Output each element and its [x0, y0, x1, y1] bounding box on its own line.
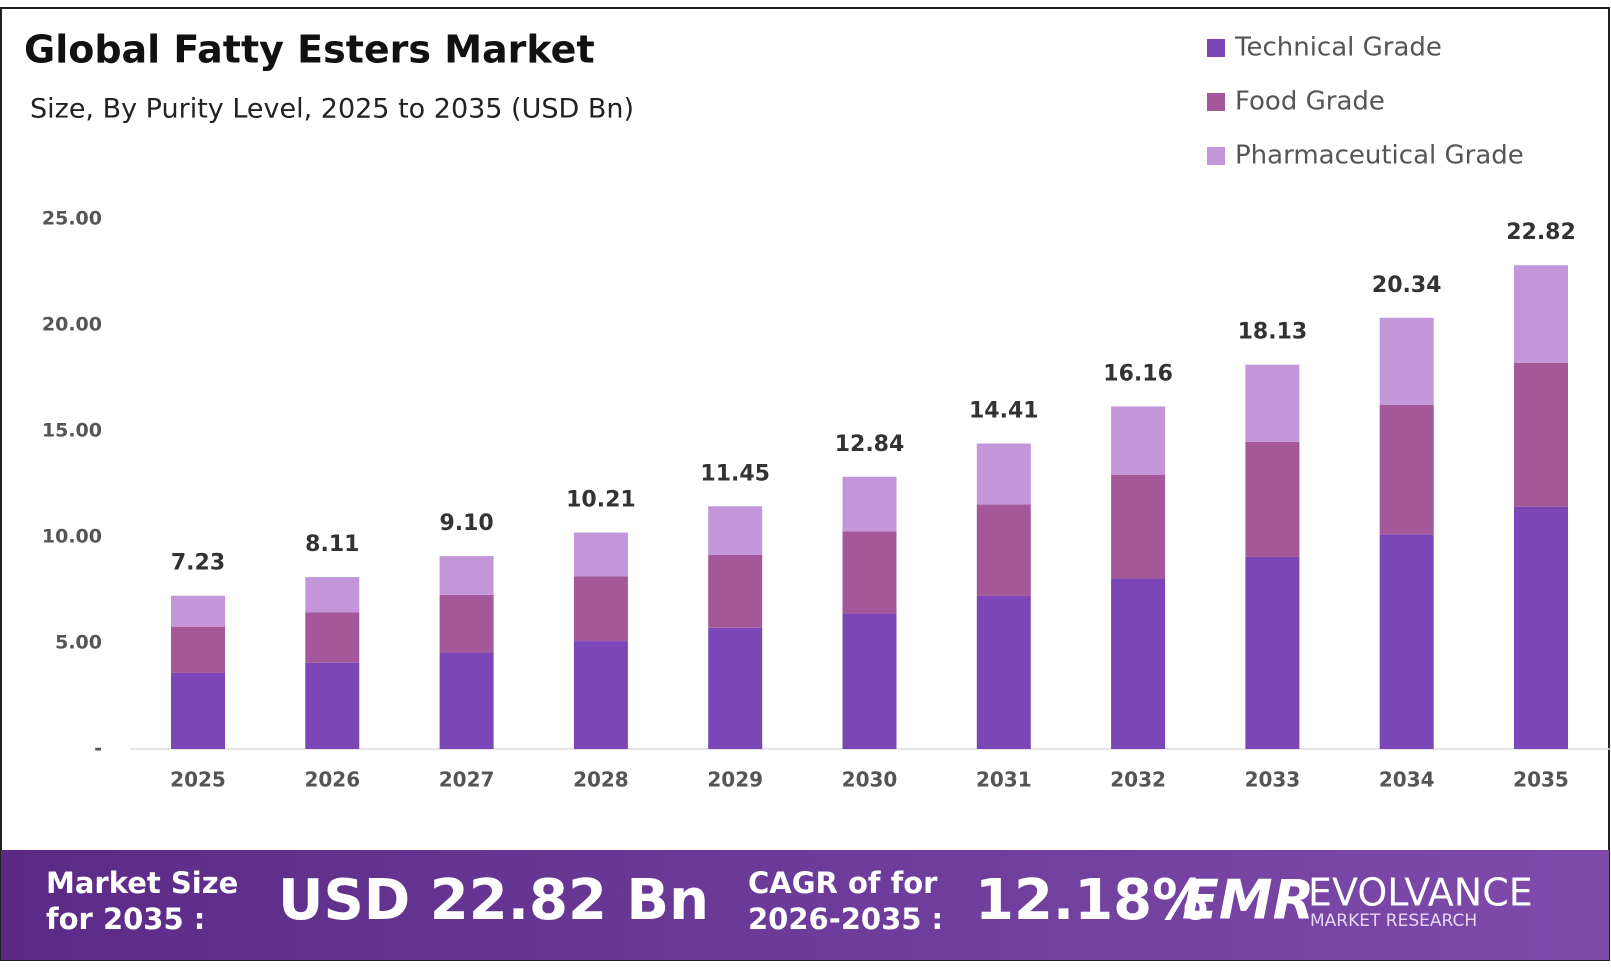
- y-tick-label: -: [94, 738, 102, 760]
- footer-value: USD 22.82 Bn: [278, 868, 709, 933]
- brand-logo: EMR: [1182, 869, 1314, 932]
- bar-segment: [439, 652, 494, 749]
- total-label: 16.16: [1103, 361, 1173, 386]
- bar-segment: [573, 641, 628, 749]
- legend-label: Pharmaceutical Grade: [1235, 141, 1524, 171]
- brand-tagline: MARKET RESEARCH: [1310, 911, 1477, 931]
- x-tick-label: 2031: [976, 768, 1032, 792]
- x-tick-label: 2026: [304, 768, 360, 792]
- bar-segment: [1514, 362, 1568, 507]
- x-tick-label: 2033: [1245, 768, 1301, 792]
- y-tick-label: 15.00: [42, 420, 102, 442]
- bar-segment: [976, 595, 1031, 749]
- chart-title: Global Fatty Esters Market: [24, 28, 595, 72]
- bar-segment: [1111, 474, 1166, 579]
- footer-label: Market Size: [46, 866, 238, 900]
- bar-segment: [1245, 556, 1300, 749]
- bar-segment: [1111, 406, 1166, 475]
- total-label: 20.34: [1372, 273, 1442, 298]
- total-label: 8.11: [305, 532, 359, 557]
- bar-segment: [842, 613, 897, 749]
- bar-segment: [1379, 317, 1434, 405]
- bar-segment: [1379, 404, 1434, 535]
- legend-swatch: [1207, 39, 1225, 57]
- footer-label: for 2035 :: [46, 902, 205, 936]
- bar-segment: [708, 506, 763, 555]
- total-label: 14.41: [969, 399, 1039, 424]
- y-tick-label: 25.00: [42, 208, 102, 230]
- y-tick-label: 5.00: [55, 632, 102, 654]
- bar-segment: [842, 531, 897, 614]
- x-tick-label: 2028: [573, 768, 629, 792]
- legend-label: Technical Grade: [1234, 33, 1442, 63]
- total-label: 7.23: [171, 551, 225, 576]
- x-tick-label: 2032: [1110, 768, 1166, 792]
- bar-segment: [305, 612, 360, 663]
- bar-segment: [1245, 364, 1300, 442]
- legend-label: Food Grade: [1235, 87, 1385, 117]
- total-label: 10.21: [566, 488, 636, 513]
- bar-segment: [1245, 441, 1300, 557]
- chart-subtitle: Size, By Purity Level, 2025 to 2035 (USD…: [30, 94, 634, 125]
- y-tick-label: 20.00: [42, 314, 102, 336]
- total-label: 18.13: [1238, 320, 1308, 345]
- brand-name: EVOLVANCE: [1308, 871, 1533, 915]
- footer-label: CAGR of for: [748, 866, 938, 900]
- bar-segment: [1379, 534, 1434, 749]
- x-tick-label: 2035: [1513, 768, 1569, 792]
- total-label: 9.10: [439, 511, 493, 536]
- bar-segment: [171, 595, 225, 627]
- frame: [0, 7, 1610, 961]
- bar-segment: [976, 443, 1031, 505]
- total-label: 12.84: [835, 432, 905, 457]
- bar-segment: [708, 554, 763, 628]
- x-tick-label: 2025: [170, 768, 226, 792]
- bar-segment: [976, 504, 1031, 596]
- footer-value: 12.18%: [975, 868, 1208, 933]
- y-tick-label: 10.00: [42, 526, 102, 548]
- bar-segment: [1514, 506, 1568, 749]
- x-tick-label: 2034: [1379, 768, 1435, 792]
- footer-band: [1, 850, 1609, 960]
- bar-segment: [1111, 578, 1166, 749]
- bar-segment: [842, 476, 897, 532]
- bar-segment: [573, 532, 628, 577]
- bar-segment: [439, 594, 494, 653]
- bar-segment: [305, 662, 360, 749]
- bar-segment: [171, 626, 225, 673]
- bar-segment: [573, 576, 628, 642]
- legend-swatch: [1207, 93, 1225, 111]
- bar-segment: [708, 627, 763, 749]
- total-label: 11.45: [700, 461, 770, 486]
- x-tick-label: 2029: [707, 768, 763, 792]
- total-label: 22.82: [1506, 220, 1576, 245]
- bar-segment: [171, 672, 225, 749]
- bar-segment: [305, 577, 360, 613]
- legend-swatch: [1207, 147, 1225, 165]
- footer-label: 2026-2035 :: [748, 902, 943, 936]
- x-tick-label: 2027: [439, 768, 495, 792]
- bar-segment: [1514, 265, 1568, 363]
- bar-segment: [439, 556, 494, 595]
- x-tick-label: 2030: [842, 768, 898, 792]
